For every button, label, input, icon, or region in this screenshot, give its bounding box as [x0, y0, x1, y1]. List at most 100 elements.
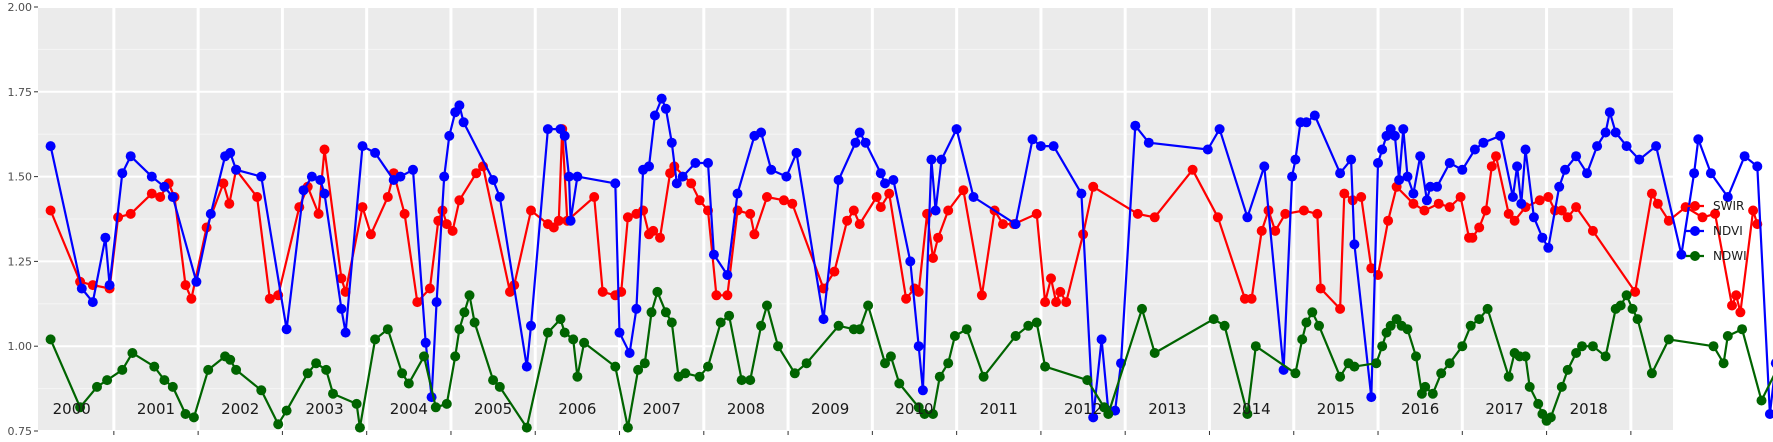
data-point-ndvi [888, 175, 899, 185]
year-label: 2015 [1317, 400, 1355, 418]
data-point-ndvi [1130, 120, 1141, 131]
data-point-ndvi [281, 324, 292, 335]
y-tick-label: 2.00 [8, 1, 33, 14]
data-point-ndwi [521, 422, 532, 433]
data-point-ndvi [1402, 171, 1413, 182]
data-point-ndvi [660, 103, 671, 114]
data-point-ndvi [644, 161, 654, 172]
data-point-ndwi [680, 368, 691, 379]
data-point-ndvi [1528, 212, 1539, 223]
data-point-ndvi [1676, 249, 1687, 260]
data-point-swir [1562, 212, 1573, 223]
data-point-ndwi [666, 317, 677, 328]
data-point-ndwi [703, 361, 713, 372]
data-point-ndvi [1739, 151, 1750, 162]
data-point-ndvi [905, 256, 916, 267]
data-point-swir [186, 293, 197, 304]
data-point-ndvi [565, 215, 576, 226]
data-point-ndvi [930, 205, 941, 216]
data-point-ndvi [572, 171, 583, 182]
data-point-ndwi [1556, 381, 1567, 392]
data-point-swir [424, 283, 435, 294]
y-tick-label: 1.75 [8, 86, 33, 99]
y-tick-label: 1.50 [8, 171, 33, 184]
data-point-ndwi [1524, 381, 1535, 392]
data-point-ndvi [818, 314, 829, 325]
data-point-ndwi [880, 358, 890, 369]
data-point-ndwi [311, 358, 322, 369]
data-point-swir [928, 253, 938, 263]
data-point-ndvi [458, 117, 469, 128]
data-point-swir [1270, 225, 1281, 236]
y-tick-label: 1.00 [8, 340, 33, 353]
data-point-ndvi [1770, 359, 1773, 368]
data-point-ndvi [1722, 192, 1733, 202]
legend-item-ndwi: NDWI [1686, 249, 1747, 263]
data-point-swir [1051, 297, 1062, 308]
year-label: 2016 [1401, 400, 1439, 418]
data-point-ndwi [231, 364, 242, 375]
data-point-ndwi [102, 375, 113, 386]
data-point-ndwi [555, 314, 566, 325]
data-point-ndwi [1562, 364, 1573, 375]
data-point-ndvi [45, 141, 56, 152]
data-point-ndwi [833, 320, 844, 331]
data-point-swir [224, 198, 235, 209]
data-point-ndwi [1708, 341, 1719, 352]
data-point-ndwi [92, 381, 102, 392]
data-point-swir [638, 205, 649, 216]
data-point-ndvi [1027, 134, 1038, 145]
data-point-swir [313, 208, 324, 219]
data-point-swir [1697, 212, 1708, 223]
data-point-ndwi [1533, 398, 1544, 409]
data-point-swir [553, 215, 564, 226]
data-point-ndwi [762, 300, 772, 311]
data-point-ndwi [351, 398, 362, 409]
data-point-ndwi [919, 409, 930, 419]
legend-label: NDWI [1713, 249, 1747, 263]
data-point-swir [998, 219, 1008, 230]
data-point-ndwi [1371, 358, 1382, 369]
series-ndwi [45, 286, 1773, 433]
year-labels: 2000 2001 2002 2003 2004 2005 2006 2007 2008 2009… [53, 400, 1608, 418]
data-point-ndvi [1764, 409, 1773, 419]
data-point-ndvi [1600, 127, 1611, 138]
data-point-ndwi [1457, 341, 1468, 352]
year-label: 2005 [474, 400, 512, 418]
year-label: 2002 [221, 400, 259, 418]
series-swir [45, 124, 1763, 318]
data-point-ndvi [708, 249, 719, 260]
data-point-ndwi [1756, 395, 1767, 406]
data-point-swir [958, 185, 969, 196]
data-point-swir [622, 212, 633, 223]
data-point-ndwi [281, 405, 292, 416]
data-point-swir [382, 192, 393, 202]
data-point-ndwi [1010, 331, 1021, 341]
data-point-ndwi [1103, 409, 1114, 419]
data-point-swir [1298, 205, 1309, 216]
data-point-ndvi [1651, 141, 1662, 152]
data-point-ndwi [1420, 381, 1431, 392]
data-point-swir [1149, 212, 1160, 223]
data-point-ndvi [1554, 181, 1565, 192]
data-point-ndwi [273, 419, 284, 430]
data-point-swir [1646, 188, 1657, 199]
data-point-ndvi [1349, 239, 1360, 250]
data-point-ndwi [863, 300, 874, 311]
data-point-ndvi [444, 130, 455, 141]
data-point-swir [745, 208, 756, 219]
data-point-swir [336, 273, 347, 284]
data-point-swir [589, 192, 600, 202]
data-point-ndvi [968, 192, 979, 202]
data-point-ndvi [1301, 117, 1312, 128]
data-point-swir [1312, 208, 1323, 219]
year-label: 2008 [727, 400, 765, 418]
data-point-ndvi [703, 158, 713, 168]
data-point-ndwi [1718, 358, 1729, 369]
data-point-swir [871, 192, 882, 202]
data-point-swir [1055, 286, 1066, 297]
data-point-ndwi [354, 422, 365, 433]
data-point-ndwi [45, 334, 56, 345]
data-point-swir [1735, 307, 1746, 318]
data-point-swir [655, 232, 665, 243]
